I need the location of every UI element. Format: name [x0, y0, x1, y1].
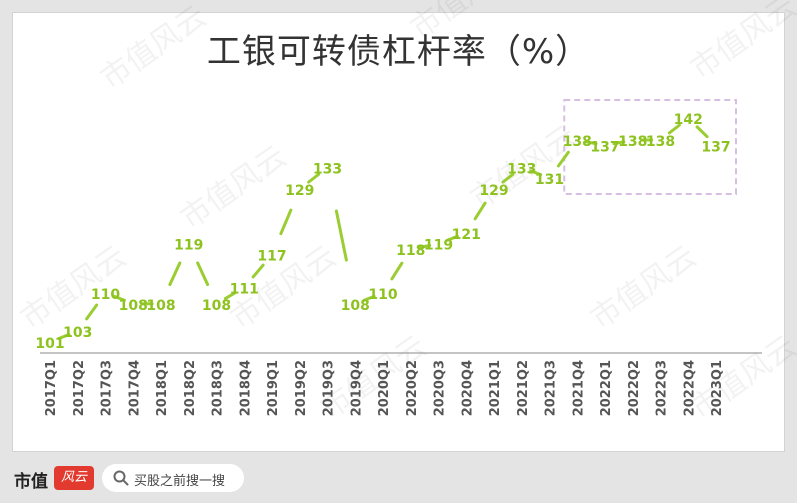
- data-label: 110: [91, 287, 120, 303]
- x-tick-label: 2020Q3: [433, 360, 448, 416]
- x-tick-label: 2022Q2: [627, 360, 642, 416]
- data-label: 131: [535, 172, 564, 188]
- x-tick-label: 2018Q3: [211, 360, 226, 416]
- line-segment: [251, 263, 265, 279]
- search-icon: [113, 470, 129, 486]
- line-segment: [501, 172, 515, 184]
- line-segment: [57, 333, 71, 341]
- x-tick-label: 2021Q3: [544, 360, 559, 416]
- line-segment: [279, 208, 293, 236]
- data-label: 138: [618, 134, 647, 150]
- data-label: 142: [674, 112, 703, 128]
- x-tick-label: 2020Q1: [377, 360, 392, 416]
- x-tick-label: 2019Q4: [349, 360, 364, 416]
- line-segment: [362, 294, 376, 302]
- highlight-box: [563, 99, 737, 195]
- data-label: 118: [396, 243, 425, 259]
- data-label: 108: [146, 298, 175, 314]
- chart-card: [12, 12, 785, 452]
- data-label: 137: [590, 139, 619, 155]
- line-segment: [612, 140, 626, 146]
- x-tick-label: 2021Q1: [488, 360, 503, 416]
- data-label: 111: [230, 281, 259, 297]
- data-label: 129: [285, 183, 314, 199]
- x-tick-label: 2017Q3: [100, 360, 115, 416]
- x-tick-label: 2017Q2: [72, 360, 87, 416]
- line-segment: [418, 243, 432, 249]
- data-label: 133: [507, 161, 536, 177]
- x-tick-label: 2020Q4: [460, 360, 475, 416]
- x-tick-label: 2021Q4: [571, 360, 586, 416]
- line-segment: [445, 234, 459, 242]
- x-tick-label: 2022Q1: [599, 360, 614, 416]
- data-label: 129: [479, 183, 508, 199]
- line-segment: [390, 261, 404, 281]
- line-segment: [196, 261, 210, 287]
- data-label: 101: [35, 336, 64, 352]
- line-segment: [695, 125, 709, 139]
- line-segment: [334, 209, 348, 262]
- line-segment: [667, 123, 681, 135]
- data-label: 108: [119, 298, 148, 314]
- x-tick-label: 2022Q3: [655, 360, 670, 416]
- watermark: 市值风云: [405, 0, 523, 47]
- line-segment: [473, 201, 487, 221]
- data-label: 117: [257, 249, 286, 265]
- x-tick-label: 2019Q3: [322, 360, 337, 416]
- search-placeholder: 买股之前搜一搜: [134, 474, 226, 489]
- x-tick-label: 2019Q2: [294, 360, 309, 416]
- line-segment: [584, 140, 598, 146]
- data-label: 138: [563, 134, 592, 150]
- data-label: 119: [174, 238, 203, 254]
- data-label: 121: [452, 227, 481, 243]
- line-segment: [223, 291, 237, 301]
- x-tick-label: 2020Q2: [405, 360, 420, 416]
- watermark: 市值风云: [685, 329, 797, 426]
- line-segment: [85, 303, 99, 321]
- footer-bar: 市值 风云 买股之前搜一搜: [0, 453, 797, 503]
- x-tick-label: 2018Q1: [155, 360, 170, 416]
- x-tick-label: 2022Q4: [682, 360, 697, 416]
- line-segment: [556, 150, 570, 168]
- data-label: 103: [63, 325, 92, 341]
- x-tick-label: 2019Q1: [266, 360, 281, 416]
- x-tick-label: 2018Q4: [238, 360, 253, 416]
- data-label: 133: [313, 161, 342, 177]
- x-tick-label: 2017Q4: [127, 360, 142, 416]
- watermark: 市值风云: [95, 0, 213, 97]
- data-label: 138: [646, 134, 675, 150]
- line-segment: [307, 172, 321, 184]
- line-segment: [112, 294, 126, 302]
- data-label: 110: [368, 287, 397, 303]
- brand-name: 市值: [14, 472, 48, 492]
- line-segment: [529, 169, 543, 177]
- x-tick-label: 2018Q2: [183, 360, 198, 416]
- x-tick-label: 2017Q1: [44, 360, 59, 416]
- data-label: 137: [701, 139, 730, 155]
- search-box[interactable]: 买股之前搜一搜: [102, 464, 244, 492]
- data-label: 108: [341, 298, 370, 314]
- chart-title: 工银可转债杠杆率（%）: [206, 32, 591, 72]
- watermark: 市值风云: [175, 139, 293, 236]
- brand-logo: 风云: [54, 466, 94, 490]
- data-label: 119: [424, 238, 453, 254]
- data-label: 108: [202, 298, 231, 314]
- x-tick-label: 2021Q2: [516, 360, 531, 416]
- x-tick-label: 2023Q1: [710, 360, 725, 416]
- watermark: 市值风云: [685, 0, 797, 87]
- line-segment: [168, 261, 182, 287]
- watermark: 市值风云: [585, 239, 703, 336]
